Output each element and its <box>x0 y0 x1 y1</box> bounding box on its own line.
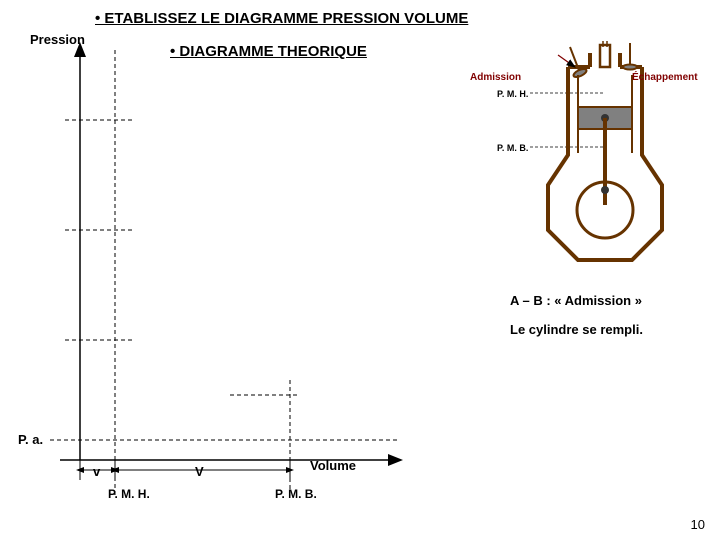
v-small-label: v <box>93 464 100 479</box>
v-big-label: V <box>195 464 204 479</box>
main-title: • ETABLISSEZ LE DIAGRAMME PRESSION VOLUM… <box>95 10 468 27</box>
engine-pmb-label: P. M. B. <box>497 143 528 153</box>
engine-schematic <box>530 35 700 265</box>
pmb-bottom-label: P. M. B. <box>275 487 317 501</box>
engine-echappement-label: Échappement <box>632 72 698 83</box>
sub-title: • DIAGRAMME THEORIQUE <box>170 43 367 60</box>
engine-admission-label: Admission <box>470 72 521 83</box>
y-axis-label: Pression <box>30 32 85 47</box>
page-number: 10 <box>691 517 705 532</box>
engine-pmh-label: P. M. H. <box>497 89 528 99</box>
legend-title: A – B : « Admission » <box>510 293 642 308</box>
x-axis-label: Volume <box>310 458 356 473</box>
pa-label: P. a. <box>18 432 43 447</box>
legend-desc: Le cylindre se rempli. <box>510 322 643 337</box>
pmh-bottom-label: P. M. H. <box>108 487 150 501</box>
